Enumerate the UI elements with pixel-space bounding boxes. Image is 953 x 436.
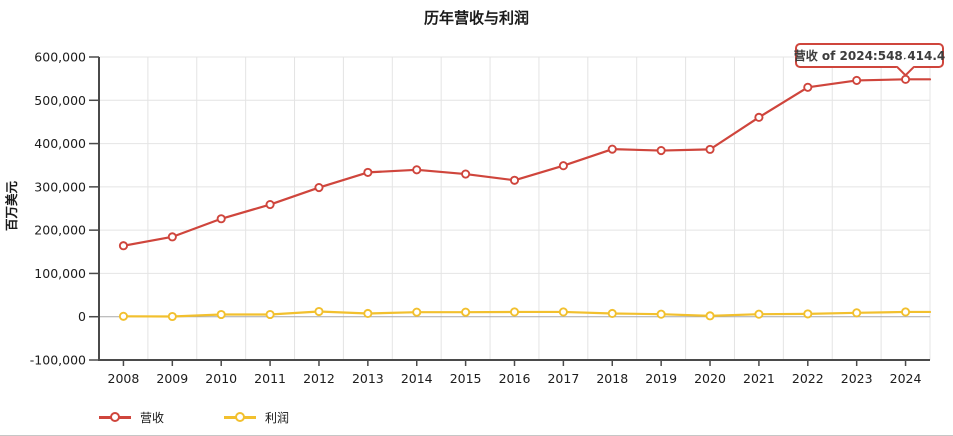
marker-营收-2009[interactable] <box>167 232 177 242</box>
marker-利润-2016[interactable] <box>509 307 520 317</box>
chart-title: 历年营收与利润 <box>423 9 529 27</box>
marker-利润-2024[interactable] <box>901 307 911 317</box>
x-tick-label: 2022 <box>792 371 824 386</box>
series-line-营收 <box>122 78 932 247</box>
y-tick-label: 500,000 <box>34 93 86 108</box>
y-tick-label: 0 <box>78 309 86 324</box>
marker-利润-2012[interactable] <box>314 306 324 317</box>
y-tick-label: 400,000 <box>34 136 86 151</box>
y-tick-label: 300,000 <box>34 179 86 194</box>
x-tick-label: 2008 <box>108 371 140 386</box>
marker-营收-2019[interactable] <box>656 145 666 156</box>
legend: 营收 利润 <box>99 406 289 428</box>
legend-item-profit[interactable]: 利润 <box>224 409 289 426</box>
x-tick-label: 2011 <box>254 371 286 386</box>
x-tick-label: 2020 <box>694 371 726 386</box>
marker-营收-2015[interactable] <box>461 169 471 179</box>
legend-label-profit: 利润 <box>265 410 290 425</box>
x-tick-label: 2021 <box>743 371 775 386</box>
marker-营收-2016[interactable] <box>509 175 520 185</box>
tooltip-text: 营收 of 2024:548,414.4 <box>793 49 946 63</box>
x-tick-label: 2009 <box>156 371 188 386</box>
marker-利润-2022[interactable] <box>803 309 813 319</box>
legend-item-revenue[interactable]: 营收 <box>99 409 164 426</box>
marker-利润-2013[interactable] <box>363 308 373 319</box>
marker-营收-2024[interactable] <box>901 74 911 84</box>
x-tick-label: 2023 <box>841 371 873 386</box>
x-tick-label: 2012 <box>303 371 335 386</box>
y-tick-label: 100,000 <box>34 266 86 281</box>
marker-营收-2020[interactable] <box>705 144 715 154</box>
series-line-利润 <box>122 310 932 318</box>
profit-line-swatch-icon <box>224 412 257 422</box>
profit-marker-icon <box>235 412 246 422</box>
marker-营收-2011[interactable] <box>265 200 275 210</box>
marker-利润-2010[interactable] <box>216 309 226 320</box>
x-tick-label: 2024 <box>890 371 922 386</box>
x-tick-label: 2014 <box>401 371 433 386</box>
y-tick-label: -100,000 <box>30 353 86 368</box>
x-tick-label: 2017 <box>547 371 579 386</box>
marker-利润-2017[interactable] <box>558 307 568 317</box>
revenue-marker-icon <box>110 412 120 422</box>
marker-利润-2015[interactable] <box>461 307 471 317</box>
marker-利润-2018[interactable] <box>607 308 617 319</box>
x-tick-label: 2010 <box>205 371 237 386</box>
x-tick-label: 2016 <box>499 371 531 386</box>
x-tick-label: 2013 <box>352 371 384 386</box>
marker-利润-2023[interactable] <box>852 308 862 318</box>
marker-营收-2017[interactable] <box>558 161 568 171</box>
legend-label-revenue: 营收 <box>140 410 165 425</box>
marker-利润-2019[interactable] <box>656 309 666 319</box>
marker-营收-2023[interactable] <box>852 75 862 85</box>
marker-营收-2014[interactable] <box>412 165 422 175</box>
y-tick-label: 200,000 <box>34 223 86 238</box>
marker-利润-2021[interactable] <box>754 309 764 319</box>
y-tick-label: 600,000 <box>34 50 86 65</box>
marker-利润-2020[interactable] <box>705 311 715 321</box>
marker-营收-2022[interactable] <box>803 82 813 92</box>
marker-利润-2011[interactable] <box>265 309 275 320</box>
marker-营收-2008[interactable] <box>118 241 128 251</box>
x-tick-label: 2018 <box>596 371 628 386</box>
marker-利润-2009[interactable] <box>167 311 177 322</box>
marker-营收-2018[interactable] <box>607 144 617 154</box>
marker-利润-2008[interactable] <box>118 311 128 321</box>
marker-营收-2012[interactable] <box>314 182 324 193</box>
marker-营收-2010[interactable] <box>216 214 226 224</box>
marker-营收-2021[interactable] <box>754 112 764 122</box>
tooltip: 营收 of 2024:548,414.4 <box>793 43 946 77</box>
marker-利润-2014[interactable] <box>412 307 422 317</box>
x-tick-label: 2015 <box>450 371 482 386</box>
marker-营收-2013[interactable] <box>363 167 373 177</box>
x-tick-label: 2019 <box>645 371 677 386</box>
revenue-line-swatch-icon <box>99 412 131 422</box>
